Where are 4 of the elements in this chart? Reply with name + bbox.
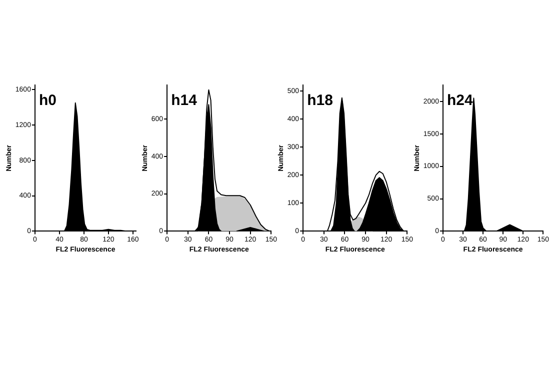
chart-title: h18 — [307, 92, 333, 109]
chart-title: h14 — [171, 92, 198, 109]
text: h0 — [38, 92, 56, 109]
chart-title: h24 — [446, 92, 474, 109]
